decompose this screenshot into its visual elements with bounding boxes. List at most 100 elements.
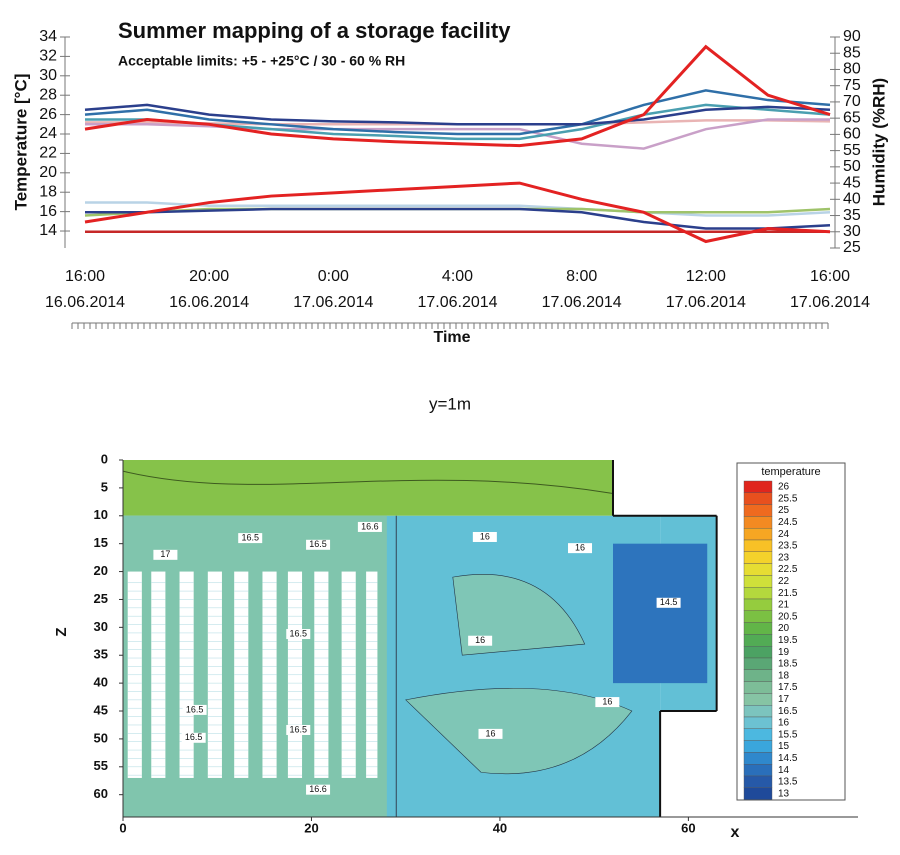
- y2-tick-label: 60: [843, 126, 861, 143]
- y-tick-label: 30: [39, 67, 57, 84]
- colorbar-swatch: [743, 504, 773, 517]
- colorbar-label: 15: [778, 741, 790, 752]
- colorbar-label: 14.5: [778, 753, 798, 764]
- colorbar-label: 23.5: [778, 541, 798, 552]
- x-tick-date: 17.06.2014: [666, 294, 746, 311]
- y2-tick-label: 65: [843, 109, 861, 126]
- colorbar-swatch: [743, 646, 773, 659]
- colorbar-label: 25: [778, 505, 790, 516]
- contour-label: 16.6: [361, 521, 379, 531]
- colorbar-label: 26: [778, 482, 790, 493]
- colorbar-swatch: [743, 764, 773, 777]
- contour-label: 16.5: [186, 704, 204, 714]
- x-tick-label: 0: [119, 820, 126, 835]
- contour-label-box: [286, 629, 311, 640]
- contour-label-box: [182, 704, 207, 715]
- colorbar-label: 15.5: [778, 729, 798, 740]
- field-region: [613, 543, 708, 684]
- x-tick-label: 12:00: [686, 268, 726, 285]
- colorbar-swatch: [743, 563, 773, 576]
- colorbar-swatch: [743, 598, 773, 612]
- contour-label-box: [478, 728, 503, 739]
- x-tick-label: 20: [304, 820, 318, 835]
- y-tick-label: 0: [101, 451, 108, 466]
- field-region: [123, 460, 613, 516]
- colorbar-label: 16: [778, 718, 790, 729]
- colorbar-swatch: [743, 681, 773, 694]
- colorbar-label: 22.5: [778, 564, 798, 575]
- colorbar-swatch: [743, 622, 773, 635]
- y-tick-label: 35: [94, 647, 108, 662]
- x-tick-label: 0:00: [318, 268, 349, 285]
- x-tick-label: 16:00: [65, 268, 105, 285]
- y-tick-label: 16: [39, 203, 57, 220]
- y-axis-label: Temperature [°C]: [11, 74, 30, 211]
- y2-tick-label: 25: [843, 239, 861, 256]
- contour-label-box: [357, 521, 382, 532]
- contour-label: 16: [485, 728, 495, 738]
- x-axis-label: x: [731, 824, 740, 841]
- colorbar-swatch: [743, 669, 773, 682]
- contour-label-box: [595, 697, 620, 708]
- colorbar-swatch: [743, 752, 773, 765]
- y2-tick-label: 55: [843, 142, 861, 159]
- contour-label: 16.5: [290, 724, 308, 734]
- colorbar-label: 20.5: [778, 611, 798, 622]
- colorbar-swatch: [743, 693, 773, 706]
- colorbar-swatch: [743, 575, 773, 588]
- y-tick-label: 10: [94, 507, 108, 522]
- colorbar-label: 21: [778, 600, 790, 611]
- colorbar-swatch: [743, 787, 773, 800]
- colorbar-label: 13.5: [778, 777, 798, 788]
- y-tick-label: 55: [94, 758, 108, 773]
- contour-label: 16.5: [185, 732, 203, 742]
- y2-tick-label: 85: [843, 44, 861, 61]
- colorbar-swatch: [743, 634, 773, 647]
- colorbar-label: 24.5: [778, 517, 798, 528]
- chart-title: Summer mapping of a storage facility: [118, 18, 511, 43]
- x-tick-date: 16.06.2014: [45, 294, 125, 311]
- y-tick-label: 50: [94, 730, 108, 745]
- y-tick-label: 34: [39, 28, 57, 45]
- colorbar-swatch: [743, 716, 773, 730]
- contour-label: 16: [575, 543, 585, 553]
- y-tick-label: 20: [94, 563, 108, 578]
- contour-region: [405, 687, 633, 775]
- colorbar-label: 21.5: [778, 588, 798, 599]
- y-tick-label: 26: [39, 106, 57, 123]
- y2-tick-label: 40: [843, 191, 861, 208]
- contour-label-box: [181, 732, 206, 743]
- colorbar-label: 22: [778, 576, 790, 587]
- contour-label-box: [472, 531, 497, 542]
- contour-label: 16: [475, 635, 485, 645]
- y-axis-label: Z: [53, 627, 70, 636]
- contour-label-box: [286, 724, 311, 735]
- contour-label: 16.5: [290, 628, 308, 638]
- contour-label: 16.5: [241, 532, 259, 542]
- x-tick-date: 17.06.2014: [542, 294, 622, 311]
- y-tick-label: 30: [94, 619, 108, 634]
- colorbar-label: 18: [778, 670, 790, 681]
- chart-title: y=1m: [429, 394, 471, 413]
- x-tick-label: 20:00: [189, 268, 229, 285]
- colorbar-label: 25.5: [778, 493, 798, 504]
- y-tick-label: 60: [94, 786, 108, 801]
- contour-region: [452, 574, 586, 656]
- colorbar-swatch: [743, 740, 773, 753]
- contour-label: 16.5: [309, 539, 327, 549]
- colorbar-title: temperature: [761, 466, 820, 478]
- colorbar-label: 18.5: [778, 659, 798, 670]
- y2-tick-label: 30: [843, 223, 861, 240]
- y2-tick-label: 75: [843, 77, 861, 94]
- series-line: [84, 103, 831, 126]
- y-tick-label: 24: [39, 125, 57, 142]
- contour-label: 16.6: [309, 784, 327, 794]
- y-tick-label: 18: [39, 183, 57, 200]
- x-tick-label: 40: [493, 820, 507, 835]
- y-tick-label: 15: [94, 535, 108, 550]
- colorbar-swatch: [743, 480, 773, 494]
- y-tick-label: 20: [39, 164, 57, 181]
- chart-subtitle: Acceptable limits: +5 - +25°C / 30 - 60 …: [118, 53, 405, 69]
- y2-axis-label: Humidity (%RH): [869, 78, 888, 206]
- series-line: [85, 201, 831, 217]
